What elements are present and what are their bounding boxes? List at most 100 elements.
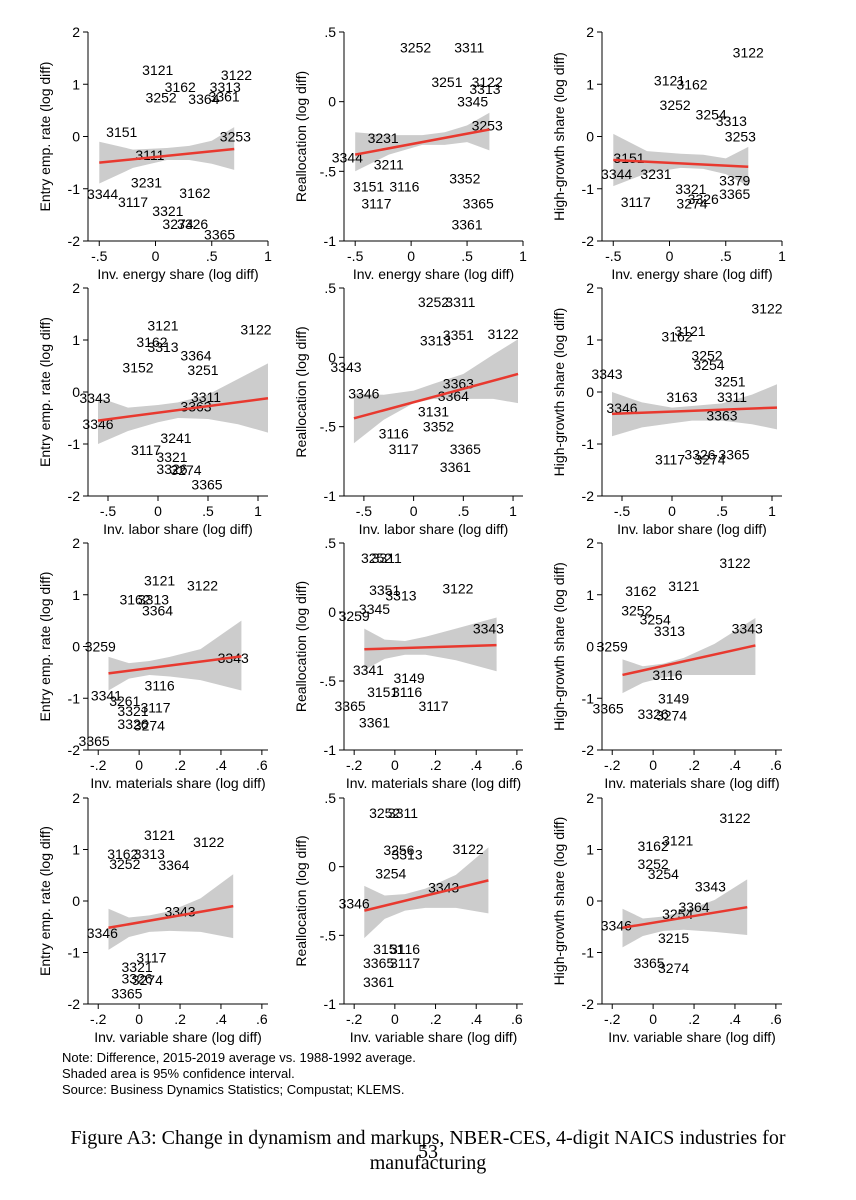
point-label: 3311 bbox=[191, 389, 221, 405]
point-label: 3345 bbox=[359, 601, 390, 617]
point-label: 3162 bbox=[661, 328, 692, 344]
x-tick-label: 1 bbox=[778, 248, 786, 264]
x-tick-label: 1 bbox=[509, 503, 517, 519]
x-axis-title: Inv. energy share (log diff) bbox=[611, 266, 772, 282]
point-label: 3117 bbox=[655, 452, 685, 468]
x-axis-title: Inv. materials share (log diff) bbox=[346, 775, 521, 791]
fit-line bbox=[97, 397, 269, 422]
note-line-2: Shaded area is 95% confidence interval. bbox=[62, 1066, 295, 1081]
point-label: 3117 bbox=[418, 698, 448, 714]
point-label: 3343 bbox=[473, 621, 504, 637]
point-label: 3121 bbox=[654, 73, 685, 89]
y-tick-label: .5 bbox=[324, 790, 336, 806]
point-label: 3259 bbox=[339, 608, 370, 624]
x-tick-label: .6 bbox=[511, 757, 523, 773]
point-label: 3341 bbox=[353, 662, 384, 678]
fit-line bbox=[108, 904, 234, 930]
fit-line bbox=[99, 147, 235, 164]
point-label: 3321 bbox=[117, 703, 148, 719]
y-tick-label: 0 bbox=[586, 893, 594, 909]
point-label: 3121 bbox=[674, 323, 705, 339]
y-axis-title: Reallocation (log diff) bbox=[293, 581, 309, 712]
point-label: 3122 bbox=[719, 555, 750, 571]
point-label: 3274 bbox=[132, 972, 163, 988]
point-label: 3254 bbox=[693, 357, 724, 373]
x-tick-label: .6 bbox=[770, 1011, 782, 1027]
point-label: 3274 bbox=[658, 960, 689, 976]
x-tick-label: .4 bbox=[470, 1011, 482, 1027]
y-tick-label: .5 bbox=[324, 24, 336, 40]
x-tick-label: -.5 bbox=[356, 503, 373, 519]
y-tick-label: 2 bbox=[586, 24, 594, 40]
x-tick-label: .2 bbox=[174, 1011, 186, 1027]
y-tick-label: 0 bbox=[328, 349, 336, 365]
point-label: 3151 bbox=[373, 941, 404, 957]
point-label: 3364 bbox=[438, 388, 469, 404]
point-label: 3117 bbox=[390, 955, 420, 971]
point-label: 3252 bbox=[691, 348, 722, 364]
y-axis-title: High-growth share (log diff) bbox=[551, 817, 567, 986]
x-tick-label: -.5 bbox=[100, 503, 117, 519]
point-label: 3254 bbox=[648, 866, 679, 882]
x-axis-title: Inv. materials share (log diff) bbox=[90, 775, 265, 791]
x-tick-label: 0 bbox=[410, 503, 418, 519]
point-label: 3151 bbox=[367, 684, 398, 700]
x-tick-label: .4 bbox=[729, 757, 741, 773]
point-label: 3162 bbox=[119, 591, 150, 607]
point-label: 3365 bbox=[204, 227, 235, 243]
point-label: 3346 bbox=[339, 896, 370, 912]
point-label: 3363 bbox=[706, 407, 737, 423]
y-tick-label: 1 bbox=[72, 587, 80, 603]
point-label: 3116 bbox=[390, 941, 420, 957]
x-tick-label: 1 bbox=[264, 248, 272, 264]
point-label: 3122 bbox=[187, 577, 218, 593]
x-tick-label: -.2 bbox=[90, 1011, 107, 1027]
point-label: 3121 bbox=[147, 317, 178, 333]
y-axis-title: High-growth share (log diff) bbox=[551, 562, 567, 731]
x-tick-label: 0 bbox=[391, 757, 399, 773]
point-label: 3313 bbox=[654, 623, 685, 639]
x-tick-label: -.2 bbox=[346, 757, 363, 773]
y-tick-label: -1 bbox=[68, 690, 81, 706]
y-tick-label: 2 bbox=[586, 535, 594, 551]
point-label: 3162 bbox=[136, 334, 167, 350]
y-axis-title: Entry emp. rate (log diff) bbox=[37, 826, 53, 976]
ci-band bbox=[364, 617, 497, 672]
x-tick-label: .2 bbox=[174, 757, 186, 773]
x-tick-label: .6 bbox=[511, 1011, 523, 1027]
y-axis-title: High-growth share (log diff) bbox=[551, 308, 567, 477]
x-tick-label: 0 bbox=[649, 1011, 657, 1027]
point-label: 3162 bbox=[625, 583, 656, 599]
point-label: 3253 bbox=[725, 129, 756, 145]
x-axis-title: Inv. variable share (log diff) bbox=[350, 1029, 518, 1045]
point-label: 3252 bbox=[418, 294, 449, 310]
point-label: 3162 bbox=[107, 846, 138, 862]
point-label: 3313 bbox=[385, 587, 416, 603]
y-axis-title: Reallocation (log diff) bbox=[293, 71, 309, 202]
x-tick-label: .4 bbox=[729, 1011, 741, 1027]
point-label: 3343 bbox=[330, 359, 361, 375]
point-label: 3251 bbox=[187, 362, 218, 378]
x-tick-label: .2 bbox=[430, 757, 442, 773]
y-tick-label: -2 bbox=[68, 742, 81, 758]
point-label: 3251 bbox=[714, 374, 745, 390]
y-tick-label: -1 bbox=[582, 690, 595, 706]
point-label: 3365 bbox=[79, 733, 110, 749]
point-label: 3151 bbox=[106, 124, 137, 140]
ci-band bbox=[622, 618, 756, 694]
point-label: 3254 bbox=[375, 866, 406, 882]
point-label: 3326 bbox=[688, 191, 719, 207]
y-tick-label: -1 bbox=[68, 945, 81, 961]
point-label: 3361 bbox=[451, 216, 482, 232]
point-label: 3241 bbox=[160, 430, 191, 446]
ci-band bbox=[108, 620, 242, 691]
panel-0-2: -2 -1 0 1 2 -.5 0 .5 1 Inv. energy share (log dif… bbox=[551, 24, 786, 282]
y-tick-label: 1 bbox=[72, 76, 80, 92]
x-tick-label: 0 bbox=[152, 248, 160, 264]
point-label: 3117 bbox=[389, 441, 419, 457]
point-label: 3365 bbox=[719, 186, 750, 202]
point-label: 3122 bbox=[453, 841, 484, 857]
point-label: 3365 bbox=[335, 698, 366, 714]
x-tick-label: .2 bbox=[688, 1011, 700, 1027]
